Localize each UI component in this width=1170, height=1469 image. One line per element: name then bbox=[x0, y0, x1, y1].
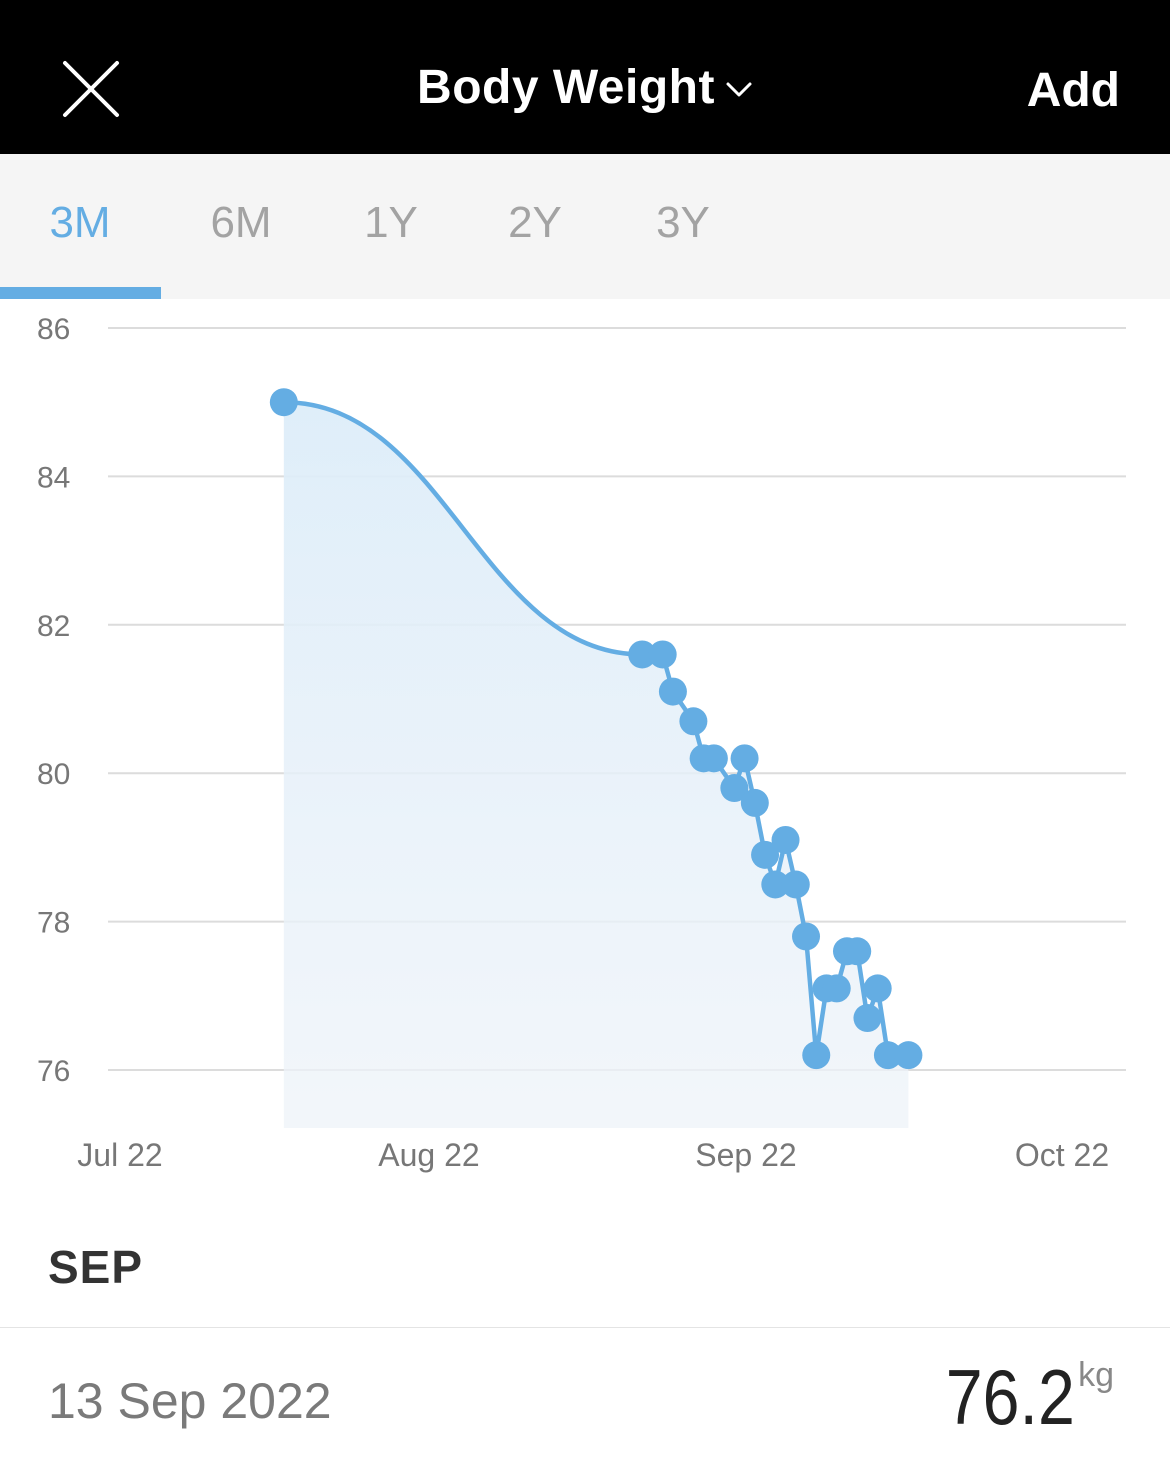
close-button[interactable] bbox=[55, 55, 125, 125]
data-point bbox=[679, 707, 708, 736]
y-tick-label: 86 bbox=[37, 313, 70, 346]
data-point bbox=[771, 825, 800, 854]
page-title: Body Weight bbox=[417, 61, 715, 114]
data-point bbox=[720, 774, 749, 803]
y-tick-label: 78 bbox=[37, 907, 70, 940]
weight-chart: 86 84 82 80 78 76 Jul 22 Aug 22 Sep 22 Oct 22 bbox=[37, 313, 1126, 1173]
tab-3m[interactable]: 3M bbox=[49, 198, 111, 247]
month-section-title: SEP bbox=[48, 1241, 144, 1293]
data-point bbox=[843, 937, 872, 966]
tab-6m[interactable]: 6M bbox=[210, 198, 272, 247]
data-point bbox=[648, 640, 677, 669]
x-tick-label: Oct 22 bbox=[1015, 1137, 1109, 1173]
data-point bbox=[863, 974, 892, 1003]
chevron-down-icon bbox=[725, 56, 753, 111]
range-tabs: 3M 6M 1Y 2Y 3Y bbox=[0, 154, 1170, 299]
y-tick-label: 84 bbox=[37, 461, 70, 494]
entry-date: 13 Sep 2022 bbox=[48, 1373, 332, 1429]
data-point bbox=[792, 922, 821, 951]
x-tick-label: Sep 22 bbox=[695, 1137, 796, 1173]
data-point bbox=[822, 974, 851, 1003]
add-button[interactable]: Add bbox=[1026, 64, 1120, 117]
divider bbox=[0, 1327, 1170, 1328]
y-tick-label: 76 bbox=[37, 1055, 70, 1088]
tab-1y[interactable]: 1Y bbox=[364, 198, 418, 247]
data-point bbox=[269, 388, 298, 417]
data-point bbox=[781, 870, 810, 899]
data-point bbox=[873, 1041, 902, 1070]
data-point bbox=[658, 677, 687, 706]
entry-unit: kg bbox=[1078, 1356, 1114, 1394]
metric-selector[interactable]: Body Weight bbox=[0, 60, 1170, 115]
data-point bbox=[894, 1041, 923, 1070]
data-point bbox=[699, 744, 728, 773]
active-tab-indicator bbox=[0, 287, 161, 299]
data-point bbox=[751, 840, 780, 869]
close-icon bbox=[63, 61, 119, 117]
entry-value: 76.2 bbox=[945, 1353, 1075, 1441]
data-point bbox=[628, 640, 657, 669]
data-point bbox=[740, 788, 769, 817]
chart-line bbox=[283, 399, 909, 1058]
data-point bbox=[853, 1004, 882, 1033]
chart-area bbox=[283, 402, 909, 1128]
data-point bbox=[802, 1041, 831, 1070]
tab-3y[interactable]: 3Y bbox=[656, 198, 710, 247]
y-tick-label: 82 bbox=[37, 610, 70, 643]
x-tick-label: Jul 22 bbox=[77, 1137, 162, 1173]
data-point bbox=[761, 870, 790, 899]
tab-2y[interactable]: 2Y bbox=[508, 198, 562, 247]
data-point bbox=[730, 744, 759, 773]
top-bar: Body Weight Add bbox=[0, 0, 1170, 154]
x-tick-label: Aug 22 bbox=[378, 1137, 479, 1173]
y-tick-label: 80 bbox=[37, 758, 70, 791]
